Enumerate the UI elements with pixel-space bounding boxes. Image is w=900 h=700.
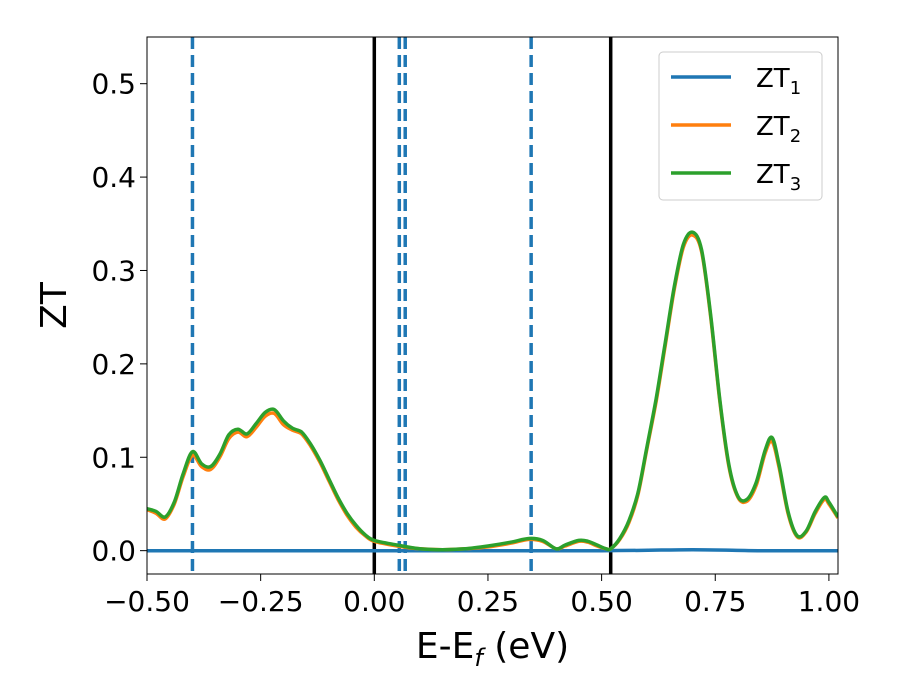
legend-label: ZT1 [756,64,801,99]
y-ticks: 0.0 0.1 0.2 0.3 0.4 0.5 [91,68,147,568]
y-tick-label: 0.4 [91,161,136,194]
series-line-zt2 [147,233,838,552]
legend-label: ZT3 [756,160,801,195]
x-tick-label: 1.00 [798,585,860,618]
series-lines [147,230,838,553]
y-tick-label: 0.3 [91,254,136,287]
x-axis-label: E-Ef (eV) [416,626,569,672]
axes-frame [146,36,839,575]
x-tick-label: −0.50 [104,585,190,618]
y-tick-label: 0.5 [91,68,136,101]
y-tick-label: 0.1 [91,441,136,474]
x-ticks: −0.50 −0.25 0.00 0.25 0.50 0.75 1.00 [104,574,860,618]
series-line-zt3 [147,230,838,552]
x-tick-label: −0.25 [218,585,304,618]
x-axis-label-unit: (eV) [483,626,569,667]
legend-box [658,51,823,201]
y-tick-label: 0.0 [91,535,136,568]
vertical-lines [190,37,613,574]
y-tick-label: 0.2 [91,348,136,381]
x-tick-label: 0.00 [343,585,405,618]
x-tick-label: 0.25 [457,585,519,618]
x-axis-label-base: E-E [416,626,474,667]
series-line-zt1 [147,547,838,553]
legend: ZT1 ZT2 ZT3 [658,51,823,201]
y-axis-label: ZT [34,281,75,329]
legend-label: ZT2 [756,112,801,147]
x-tick-label: 0.75 [684,585,746,618]
x-tick-label: 0.50 [570,585,632,618]
